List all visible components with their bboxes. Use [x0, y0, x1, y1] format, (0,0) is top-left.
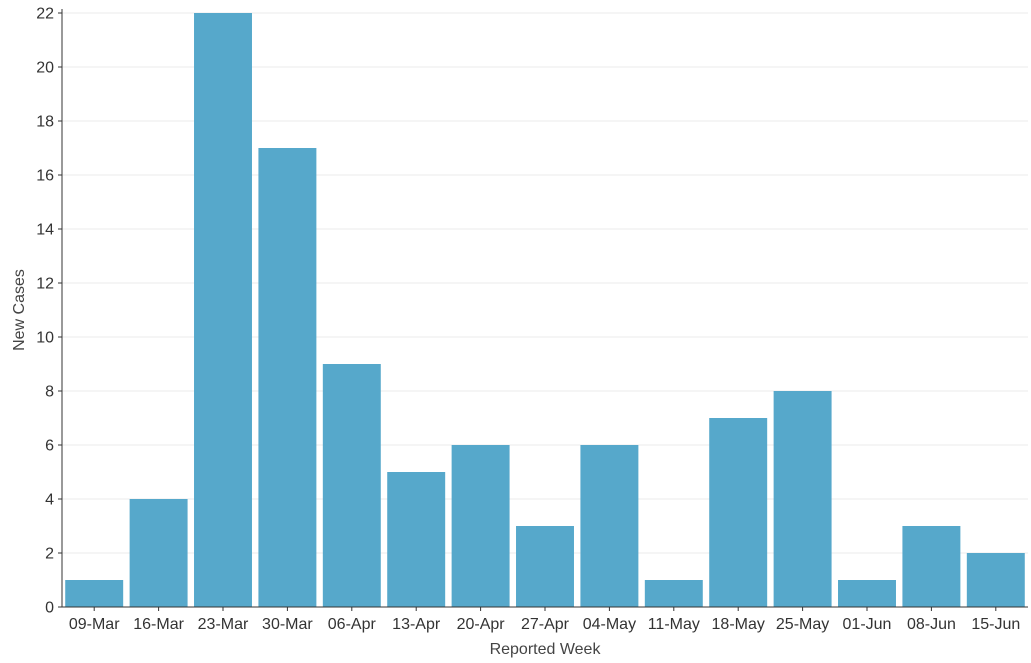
y-tick-label: 22: [36, 6, 54, 23]
y-tick-label: 6: [45, 438, 54, 455]
y-tick-label: 0: [45, 600, 54, 617]
x-tick-label: 04-May: [583, 616, 636, 633]
bar: [966, 553, 1025, 607]
bar: [838, 580, 896, 607]
x-tick-label: 13-Apr: [392, 616, 441, 633]
x-tick-label: 23-Mar: [198, 616, 249, 633]
bar: [644, 580, 703, 607]
y-axis-ticks: 0 2 4 6 8 10 12 14 16 18 20 22: [36, 6, 62, 617]
x-tick-label: 27-Apr: [521, 616, 570, 633]
bar: [194, 13, 252, 607]
x-tick-label: 30-Mar: [262, 616, 313, 633]
bar: [387, 472, 446, 607]
bar: [709, 418, 768, 607]
bar: [580, 445, 639, 607]
y-tick-label: 18: [36, 114, 54, 131]
x-tick-label: 25-May: [776, 616, 829, 633]
bar: [451, 445, 510, 607]
bar: [322, 364, 381, 607]
y-tick-label: 10: [36, 330, 54, 347]
x-tick-label: 01-Jun: [843, 616, 892, 633]
bar: [65, 580, 124, 607]
x-axis-ticks: 09-Mar 16-Mar 23-Mar 30-Mar 06-Apr 13-Apr 20-A…: [69, 607, 1020, 633]
y-tick-label: 16: [36, 168, 54, 185]
x-axis-title: Reported Week: [490, 641, 602, 658]
x-tick-label: 18-May: [712, 616, 765, 633]
x-tick-label: 16-Mar: [133, 616, 184, 633]
y-tick-label: 20: [36, 60, 54, 77]
bar: [902, 526, 961, 607]
x-tick-label: 09-Mar: [69, 616, 120, 633]
y-tick-label: 4: [45, 492, 54, 509]
x-tick-label: 15-Jun: [971, 616, 1020, 633]
y-tick-label: 14: [36, 222, 54, 239]
x-tick-label: 11-May: [648, 616, 700, 633]
x-tick-label: 06-Apr: [328, 616, 377, 633]
x-tick-label: 08-Jun: [907, 616, 956, 633]
bar: [129, 499, 188, 607]
y-tick-label: 12: [36, 276, 54, 293]
x-tick-label: 20-Apr: [457, 616, 506, 633]
y-tick-label: 8: [45, 384, 54, 401]
bar: [773, 391, 832, 607]
bars: [65, 13, 1025, 607]
bar: [258, 148, 317, 607]
y-axis-title: New Cases: [11, 269, 28, 351]
bar: [516, 526, 574, 607]
y-tick-label: 2: [45, 546, 54, 563]
